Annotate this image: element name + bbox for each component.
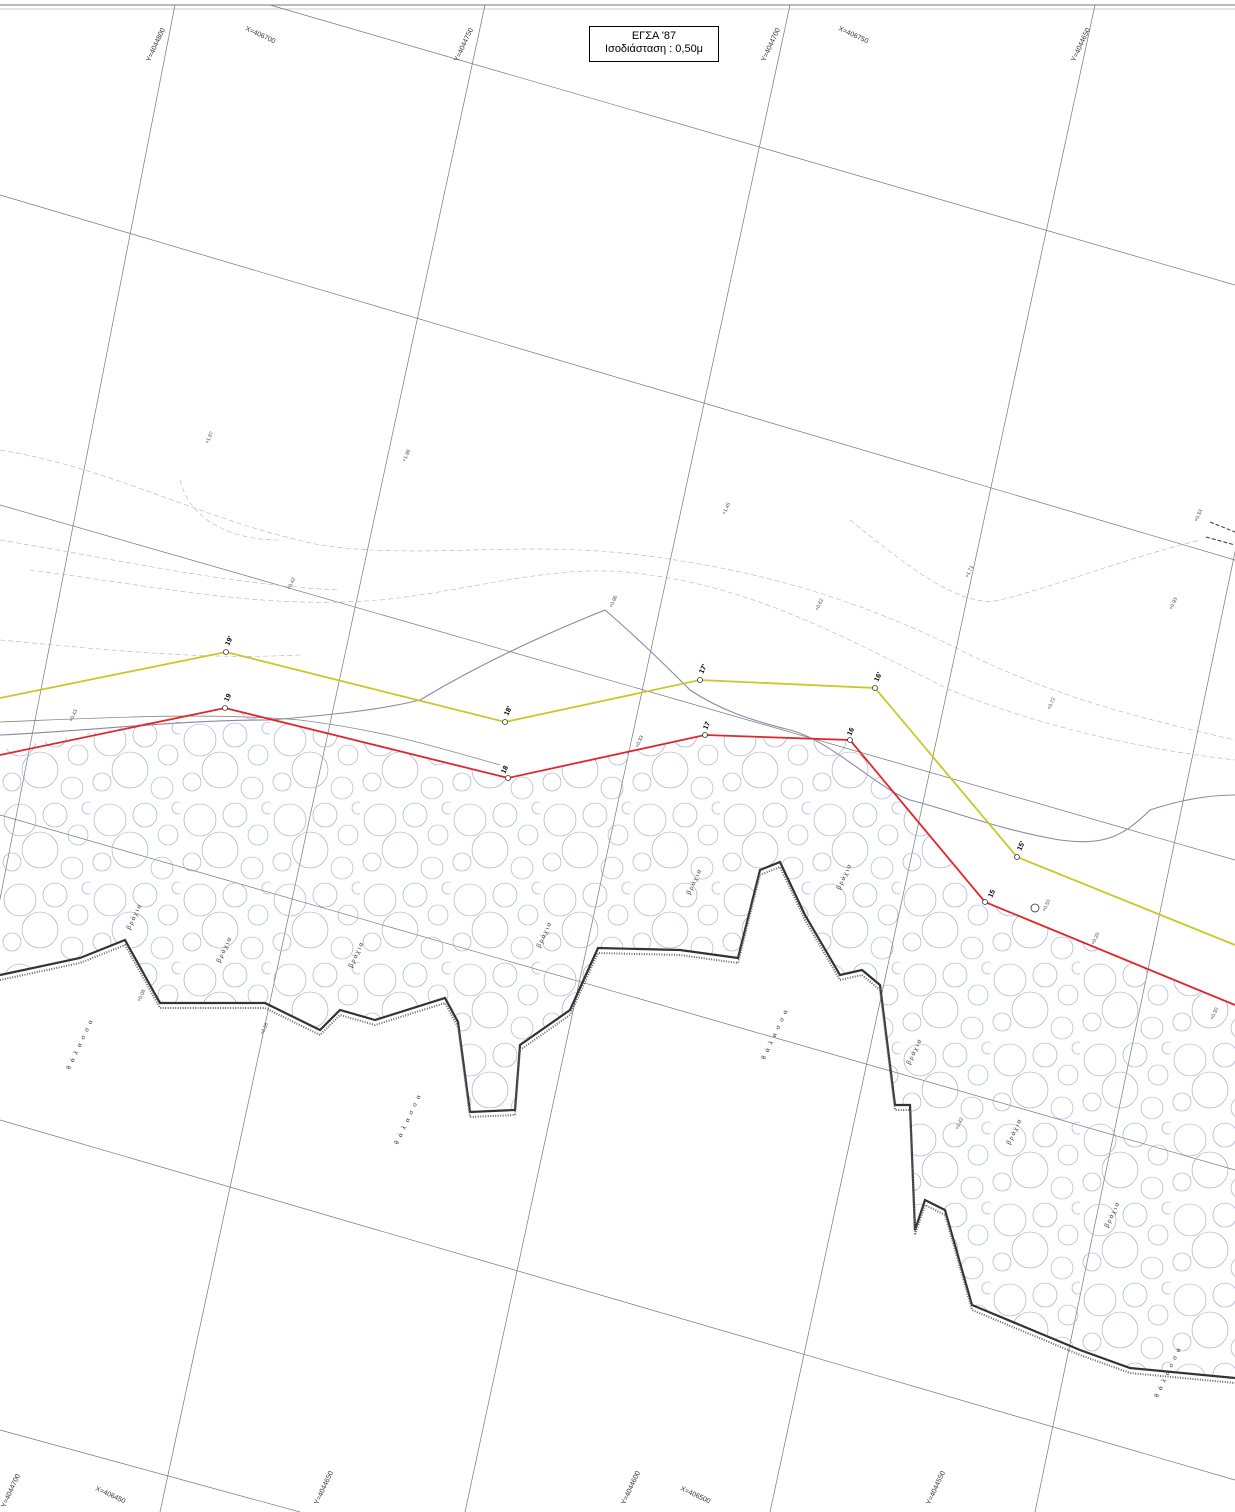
elevation-label: +0.72 [1046,697,1057,711]
elevation-label: +0.62 [814,598,825,612]
point-label: 19' [224,635,234,647]
elevation-label: +0.50 [1041,899,1052,913]
elevation-label: +1.87 [204,431,215,445]
survey-marker [1030,903,1040,913]
yellow-point-labels: 19' 18' 17' 16' 15' [224,635,1026,852]
elevation-label: +0.42 [286,577,297,591]
elevation-label: +0.26 [259,1022,270,1036]
elevation-label: +0.08 [136,989,147,1003]
rocky-area [0,708,1235,1378]
contour-lines [0,449,1235,761]
elevation-label: +0.33 [634,735,645,749]
red-point-labels: 19 18 17 16 15 [223,693,997,899]
elevation-label: +0.96 [608,595,619,609]
elevation-label: +1.98 [401,449,412,463]
elevation-label: +0.33 [1193,509,1204,523]
grid-label: X=406450 [94,1485,126,1505]
point-label: 17' [698,663,708,675]
grid-label: X=406500 [679,1485,711,1505]
grid-labels-bottom: Y=4044700 X=406450 Y=4044650 Y=4044600 X… [0,1470,947,1509]
point-label: 16 [846,727,856,737]
grid-label: Y=4044800 [145,27,167,63]
coastline-hatch [0,865,1235,1384]
point-label: 15' [1016,840,1026,852]
terrain-line [0,609,1235,843]
grid-label: X=406750 [837,25,869,45]
elevation-label: +0.30 [1209,1007,1220,1021]
elevation-labels: +1.87 +1.98 +1.45 +1.71 +0.33 +0.96 +0.6… [68,431,1220,1131]
elevation-label: +0.20 [1090,932,1101,946]
grid-label: Y=4044750 [453,27,475,63]
point-label: 16' [873,671,883,683]
sea-label: θ ά λ α σ σ α [65,1017,96,1070]
grid-label: Y=4044550 [925,1470,947,1506]
point-label: 18' [503,705,513,717]
elevation-label: +1.45 [721,502,732,516]
yellow-points [223,649,1020,860]
contour-interval-label: Ισοδιάσταση : 0,50μ [604,43,704,55]
grid-label: Y=4044650 [1070,27,1092,63]
coastline [0,860,1235,1380]
elevation-label: +0.93 [1168,597,1179,611]
terrain-line-2 [0,715,501,766]
map-title-box: ΕΓΣΑ '87 Ισοδιάσταση : 0,50μ [589,26,719,62]
sea-label: θ ά λ α σ σ α [393,1092,424,1145]
elevation-label: +1.71 [964,565,975,579]
elevation-label: +0.42 [954,1117,965,1131]
elevation-label: +0.43 [68,709,79,723]
point-label: 17 [702,721,712,731]
dashed-marks [1205,521,1235,546]
point-label: 15 [987,889,997,899]
point-label: 19 [223,693,233,703]
point-label: 18 [500,765,510,775]
grid-label: Y=4044650 [313,1470,335,1506]
sea-label: θ ά λ α σ σ α [760,1007,791,1060]
grid-label: Y=4044600 [620,1470,642,1506]
grid-label: X=406700 [244,25,276,45]
red-points [222,705,988,905]
grid-label: Y=4044700 [0,1473,22,1509]
datum-label: ΕΓΣΑ '87 [631,30,677,42]
